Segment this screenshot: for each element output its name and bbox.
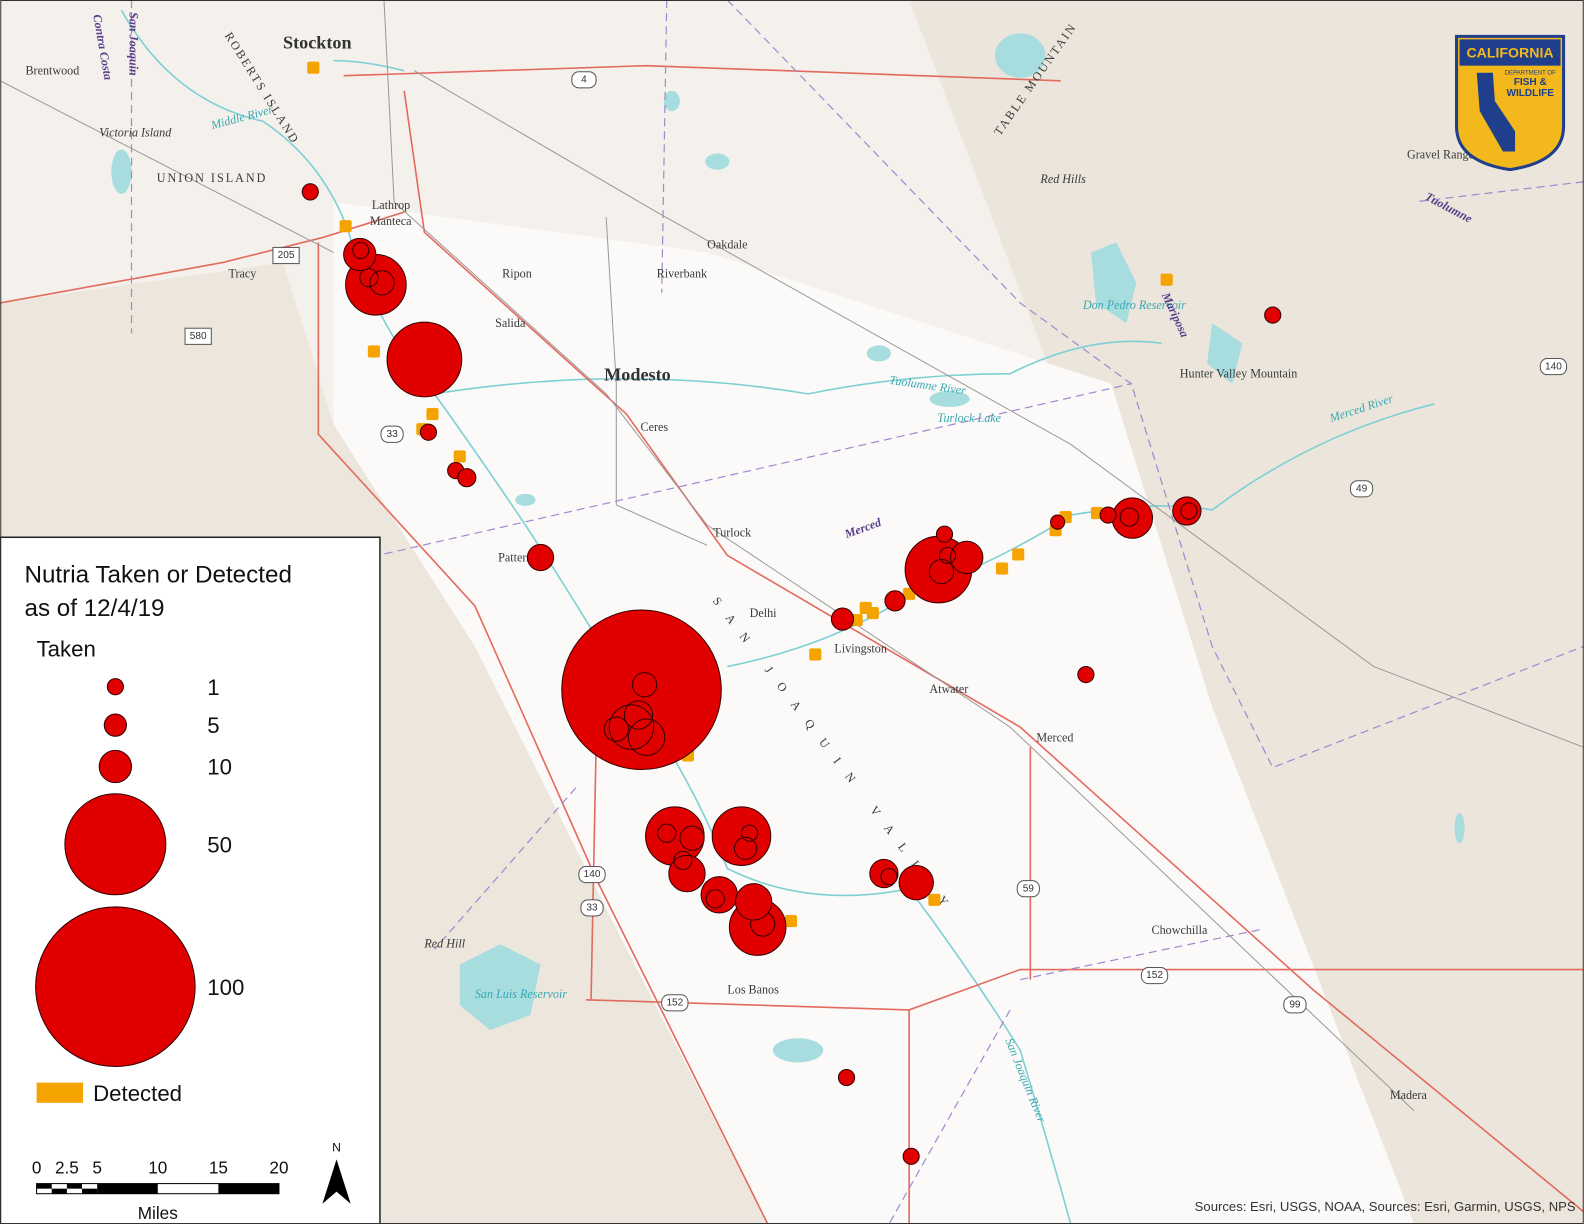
place-label: Lathrop <box>372 198 410 212</box>
place-label: Chowchilla <box>1152 923 1208 937</box>
scale-bar: 0 2.5 5 10 15 20 Miles <box>32 1158 289 1223</box>
legend-box <box>0 536 381 1224</box>
county-lines <box>130 0 1584 1224</box>
north-label: N <box>332 1140 341 1154</box>
place-label: Ripon <box>502 267 532 281</box>
legend-label: 10 <box>207 755 232 780</box>
scale-unit: Miles <box>138 1203 178 1223</box>
place-label: Stockton <box>283 32 352 52</box>
place-label: Salida <box>495 316 526 330</box>
highway-label: 99 <box>1289 1000 1301 1011</box>
place-label: Delhi <box>750 606 778 620</box>
highway-label: 33 <box>386 429 398 440</box>
legend-symbol <box>98 749 133 784</box>
place-label: Oakdale <box>707 237 747 251</box>
hills-east <box>909 0 1584 1224</box>
place-label: Turlock <box>713 525 752 539</box>
place-label: UNION ISLAND <box>157 171 268 185</box>
north-arrow: N <box>322 1140 351 1204</box>
legend-label: Detected <box>93 1081 182 1106</box>
highway-label: 140 <box>584 869 601 880</box>
scale-label: 2.5 <box>55 1158 79 1178</box>
legend-symbol <box>106 678 124 696</box>
place-label: Livingston <box>834 641 886 655</box>
legend-label: 100 <box>207 975 244 1000</box>
taken-markers <box>301 183 1282 1165</box>
highway-label: 580 <box>190 331 207 342</box>
highway-label: 140 <box>1545 361 1562 372</box>
highway-label: 205 <box>278 250 295 261</box>
scale-label: 15 <box>209 1158 228 1178</box>
place-label: Manteca <box>370 214 412 228</box>
legend: Nutria Taken or Detected as of 12/4/19 T… <box>0 536 381 1224</box>
sources-credit: Sources: Esri, USGS, NOAA, Sources: Esri… <box>1195 1199 1576 1214</box>
highways <box>0 64 1584 1224</box>
legend-symbol <box>35 906 196 1067</box>
lake-label: Don Pedro Reservoir <box>1082 298 1186 312</box>
highway-label: 152 <box>666 998 683 1009</box>
highway-label: 152 <box>1146 970 1163 981</box>
highway-label: 49 <box>1356 483 1368 494</box>
place-label: Red Hills <box>1039 172 1086 186</box>
legend-symbol <box>103 713 127 737</box>
scale-label: 20 <box>269 1158 288 1178</box>
legend-symbol <box>36 1082 84 1103</box>
highway-label: 4 <box>581 74 587 85</box>
scale-label: 0 <box>32 1158 42 1178</box>
water-bodies <box>111 33 1465 1063</box>
scale-label: 10 <box>148 1158 167 1178</box>
place-label: Modesto <box>604 365 671 385</box>
logo-text: FISH & <box>1514 77 1547 88</box>
lake-label: San Luis Reservoir <box>475 987 567 1001</box>
highway-label: 33 <box>586 903 598 914</box>
place-label: Riverbank <box>657 267 708 281</box>
legend-label: 5 <box>207 713 219 738</box>
logo-text: CALIFORNIA <box>1466 45 1553 61</box>
legend-title: Nutria Taken or Detected <box>24 562 291 589</box>
logo-text: DEPARTMENT OF <box>1505 71 1556 77</box>
place-label: Red Hill <box>423 936 465 950</box>
county-label: San Joaquin <box>127 12 141 76</box>
place-label: Tracy <box>228 267 256 281</box>
logo: CALIFORNIA DEPARTMENT OF FISH & WILDLIFE <box>1455 34 1566 172</box>
place-label: Hunter Valley Mountain <box>1180 367 1298 381</box>
legend-heading: Taken <box>37 636 96 661</box>
place-label: Gravel Range <box>1407 148 1474 162</box>
scale-label: 5 <box>92 1158 102 1178</box>
highway-shields: 4 205 580 33 140 33 152 152 99 59 49 140 <box>184 71 1568 1014</box>
place-label: Merced <box>1036 730 1073 744</box>
place-label: Victoria Island <box>99 125 172 139</box>
legend-title: as of 12/4/19 <box>24 595 164 622</box>
place-label: Brentwood <box>25 64 79 78</box>
lake-label: Turlock Lake <box>937 411 1001 425</box>
place-label: Atwater <box>929 682 968 696</box>
legend-symbol <box>64 793 167 896</box>
legend-label: 1 <box>207 675 219 700</box>
place-label: Los Banos <box>727 983 779 997</box>
railroads <box>0 0 1584 1112</box>
legend-label: 50 <box>207 832 232 857</box>
place-label: Ceres <box>641 420 669 434</box>
logo-text: WILDLIFE <box>1506 88 1554 99</box>
place-label: Madera <box>1390 1088 1428 1102</box>
highway-label: 59 <box>1023 883 1035 894</box>
